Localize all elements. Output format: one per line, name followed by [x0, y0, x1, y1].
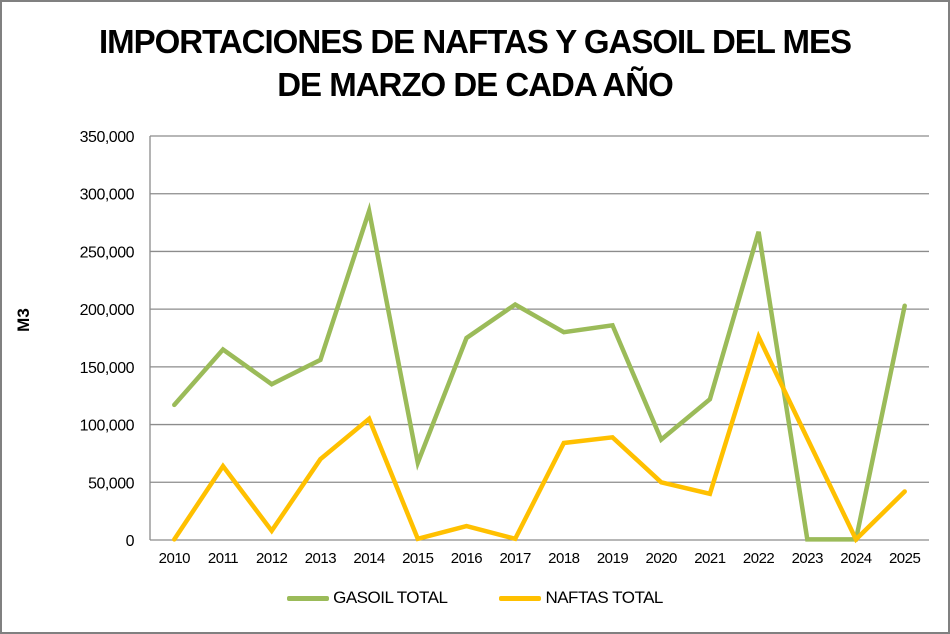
x-tick-label: 2010	[159, 550, 191, 567]
x-tick-label: 2012	[256, 550, 288, 567]
y-tick-label: 100,000	[80, 418, 135, 435]
chart-title: IMPORTACIONES DE NAFTAS Y GASOIL DEL MES…	[2, 20, 948, 106]
y-tick-label: 350,000	[80, 129, 135, 146]
y-axis-title: M3	[14, 308, 33, 332]
series-line-naftas-total	[172, 330, 907, 544]
y-tick-label: 250,000	[80, 244, 135, 261]
x-tick-label: 2022	[743, 550, 775, 567]
legend-label-naftas: NAFTAS TOTAL	[545, 588, 663, 607]
y-tick-label: 200,000	[80, 302, 135, 319]
x-tick-label: 2018	[548, 550, 580, 567]
x-tick-label: 2015	[402, 550, 434, 567]
chart-title-line-1: IMPORTACIONES DE NAFTAS Y GASOIL DEL MES	[98, 23, 852, 60]
y-tick-label: 300,000	[80, 187, 135, 204]
legend-item-naftas: NAFTAS TOTAL	[499, 588, 663, 608]
naftas-line-swatch-icon	[499, 595, 542, 601]
x-tick-label: 2021	[694, 550, 726, 567]
gasoil-line-swatch-icon	[287, 595, 330, 601]
x-tick-label: 2020	[646, 550, 678, 567]
legend-item-gasoil: GASOIL TOTAL	[287, 588, 448, 608]
x-tick-label: 2017	[499, 550, 531, 567]
x-tick-label: 2016	[451, 550, 483, 567]
x-tick-label: 2013	[305, 550, 337, 567]
x-tick-label: 2011	[208, 550, 238, 567]
y-tick-label: 0	[126, 533, 135, 550]
x-tick-label: 2023	[792, 550, 824, 567]
chart-title-line-2: DE MARZO DE CADA AÑO	[277, 66, 674, 103]
y-tick-label: 50,000	[88, 475, 135, 492]
x-tick-label: 2014	[353, 550, 385, 567]
x-tick-label: 2025	[889, 550, 921, 567]
x-tick-label: 2019	[597, 550, 629, 567]
y-tick-label: 150,000	[80, 360, 135, 377]
x-tick-label: 2024	[840, 550, 872, 567]
legend: GASOIL TOTAL NAFTAS TOTAL	[2, 588, 948, 608]
legend-label-gasoil: GASOIL TOTAL	[333, 588, 448, 607]
